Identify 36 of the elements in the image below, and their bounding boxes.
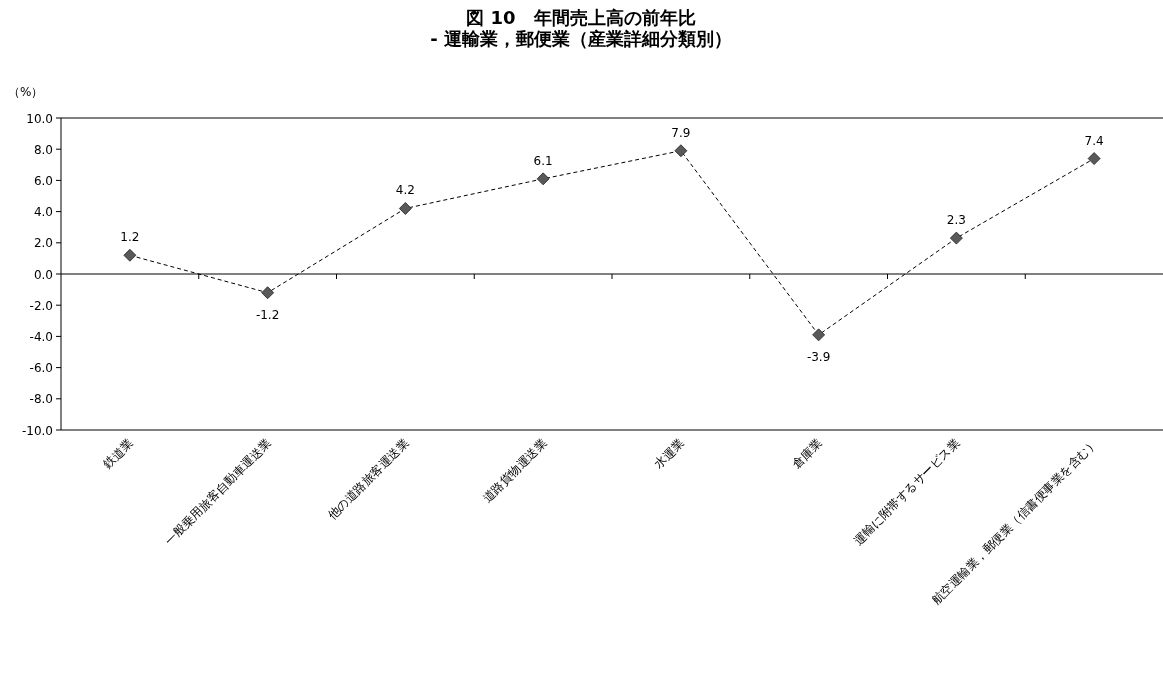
y-tick-label: -10.0 (21, 423, 53, 438)
y-tick-label: 0.0 (33, 267, 53, 282)
point (812, 328, 826, 342)
point (949, 231, 963, 245)
y-tick-label: 2.0 (33, 236, 53, 251)
data-label: 1.2 (120, 230, 140, 245)
y-tick-label: -6.0 (29, 361, 53, 376)
x-tick-label: 運輸に附帯するサービス業 (850, 436, 963, 548)
point (261, 286, 275, 300)
x-tick-label: 鉄道業 (100, 436, 136, 472)
point (123, 248, 137, 262)
data-label: -3.9 (806, 349, 831, 364)
y-tick-label: -4.0 (29, 329, 53, 344)
point (398, 202, 412, 215)
x-tick-label: 道路貨物運送業 (479, 436, 550, 506)
y-tick-label: 6.0 (33, 173, 53, 188)
y-axis-title: （%） (8, 85, 44, 99)
point (674, 144, 688, 158)
data-label: 2.3 (946, 213, 966, 228)
chart-title: 図 10 年間売上高の前年比 - 運輸業，郵便業（産業詳細分類別） (430, 7, 732, 49)
y-tick-label: 10.0 (26, 111, 53, 126)
data-label: 6.1 (533, 153, 553, 168)
y-tick-label: -2.0 (29, 298, 53, 313)
y-tick-label: -8.0 (29, 392, 53, 407)
data-label: 7.9 (671, 125, 691, 140)
x-tick-label: 一般乗用旅客自動車運送業 (162, 436, 274, 548)
y-tick-label: 8.0 (33, 142, 53, 157)
x-tick-label: 倉庫業 (789, 436, 825, 472)
point (536, 172, 550, 186)
data-label: 7.4 (1084, 133, 1104, 148)
data-label: 4.2 (395, 183, 415, 198)
x-tick-label: 他の道路旅客運送業 (325, 436, 412, 523)
point (1087, 152, 1101, 165)
y-tick-label: 4.0 (33, 205, 53, 220)
data-label: -1.2 (255, 307, 280, 322)
x-tick-label: 水運業 (651, 436, 687, 472)
